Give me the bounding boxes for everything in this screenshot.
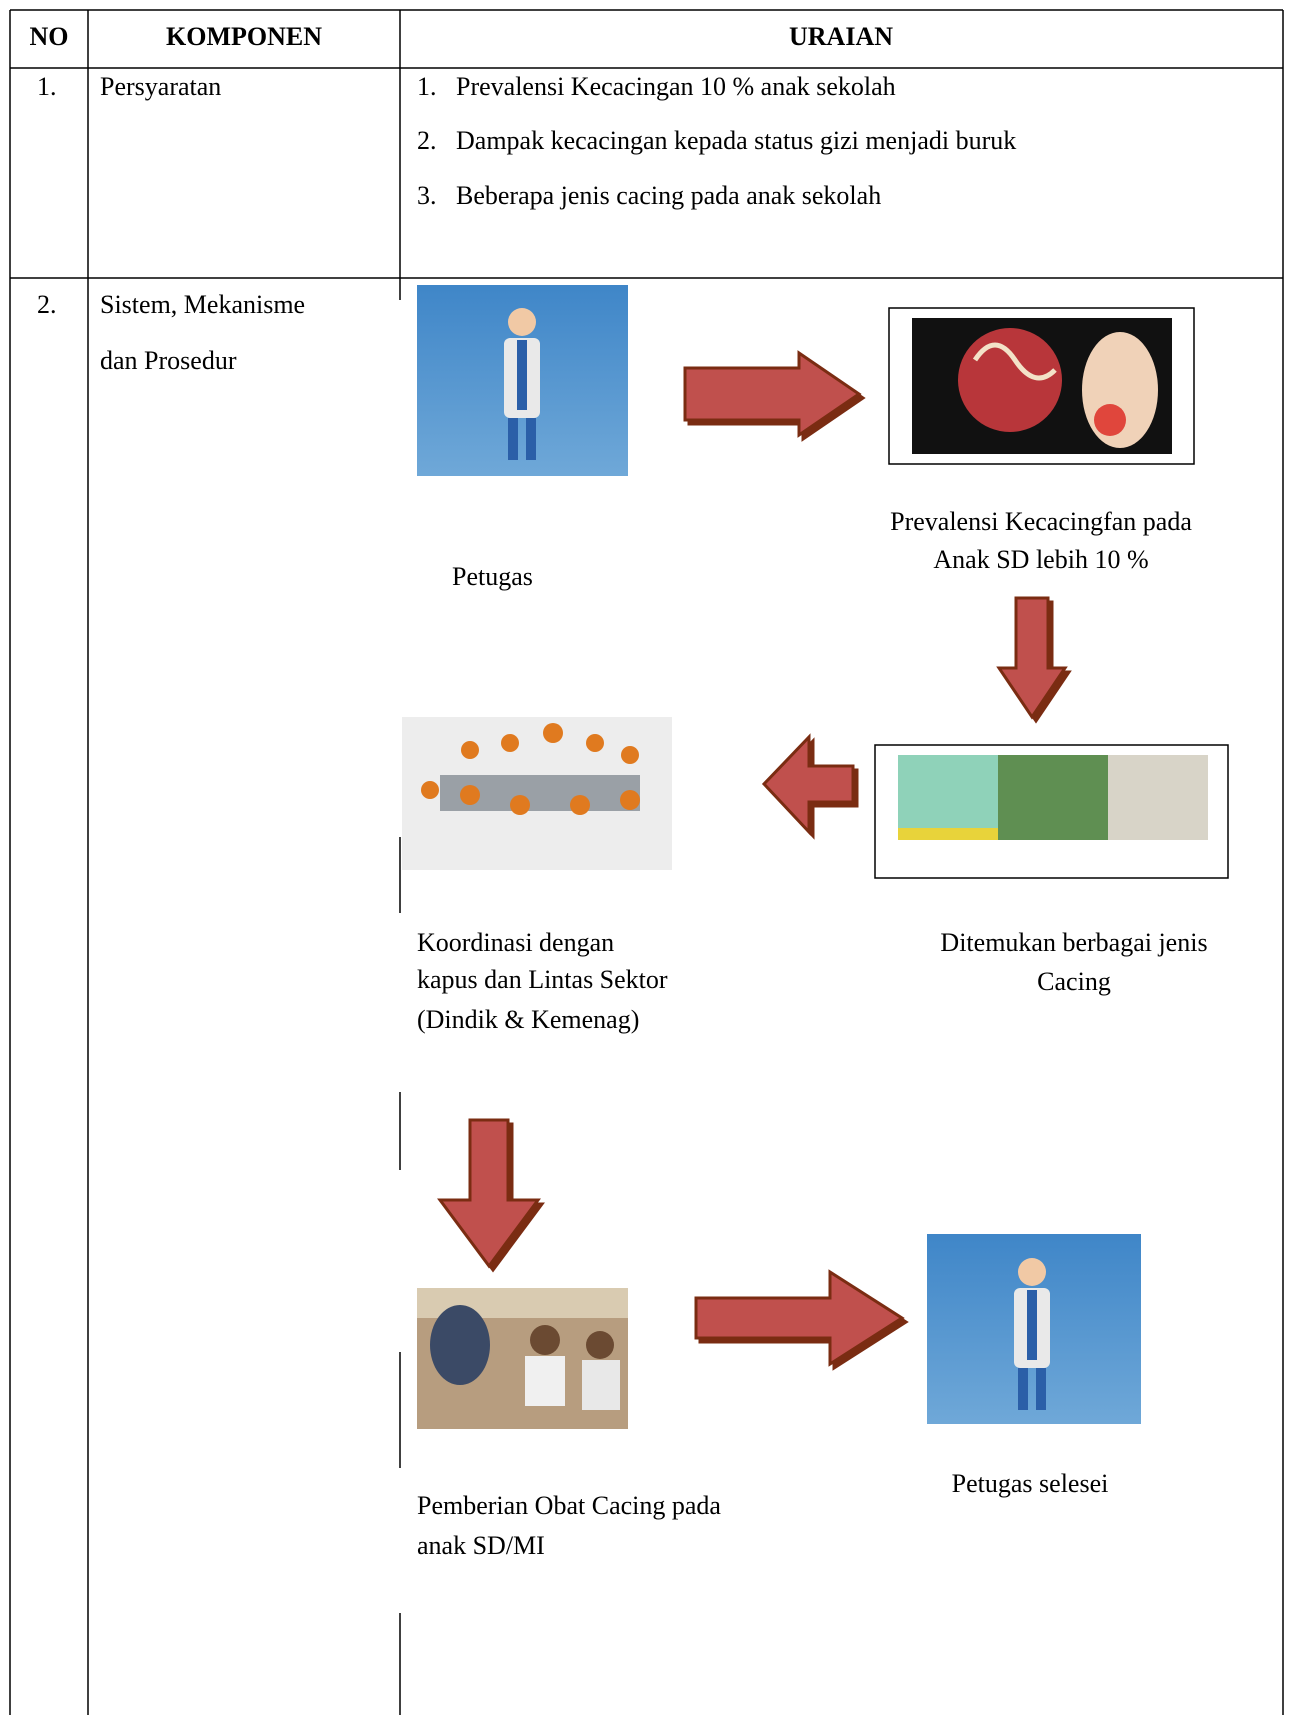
flow-caption: Pemberian Obat Cacing pada <box>417 1491 721 1520</box>
flow-arrows <box>437 350 1072 1371</box>
flow-caption: Koordinasi dengan <box>417 928 615 957</box>
header-cell: URAIAN <box>789 22 893 51</box>
table-borders <box>9 9 1284 1715</box>
list-item: Beberapa jenis cacing pada anak sekolah <box>456 181 882 210</box>
arrow-down <box>996 596 1068 720</box>
flow-caption: Anak SD lebih 10 % <box>933 545 1149 574</box>
doctor-image <box>927 1234 1141 1424</box>
list-item: Dampak kecacingan kepada status gizi men… <box>456 126 1017 155</box>
meeting-image <box>402 717 672 870</box>
flow-caption: (Dindik & Kemenag) <box>417 1005 640 1034</box>
component: dan Prosedur <box>100 346 237 375</box>
arrow-down <box>437 1118 541 1269</box>
class-photo <box>417 1288 628 1429</box>
arrow-right <box>694 1269 905 1367</box>
arrow-right <box>683 350 862 438</box>
worm-types-image <box>874 744 1229 879</box>
header-cell: KOMPONEN <box>166 22 322 51</box>
flow-caption: Cacing <box>1037 967 1111 996</box>
arrow-left <box>761 733 855 836</box>
flow-caption: Petugas <box>452 562 533 591</box>
flow-caption: Ditemukan berbagai jenis <box>940 928 1208 957</box>
row-number: 1. <box>37 72 57 101</box>
flow-caption: Petugas selesei <box>951 1469 1109 1498</box>
list-number: 1. <box>417 72 437 101</box>
header-cell: NO <box>29 22 69 51</box>
worm-image <box>888 307 1195 465</box>
list-number: 2. <box>417 126 437 155</box>
component: Sistem, Mekanisme <box>100 290 306 319</box>
flow-caption: anak SD/MI <box>417 1531 545 1560</box>
list-item: Prevalensi Kecacingan 10 % anak sekolah <box>456 72 896 101</box>
flow-caption: kapus dan Lintas Sektor <box>417 965 668 994</box>
list-number: 3. <box>417 181 437 210</box>
row-number: 2. <box>37 290 57 319</box>
flow-caption: Prevalensi Kecacingfan pada <box>890 507 1192 536</box>
component: Persyaratan <box>100 72 222 101</box>
doctor-image <box>417 285 628 476</box>
